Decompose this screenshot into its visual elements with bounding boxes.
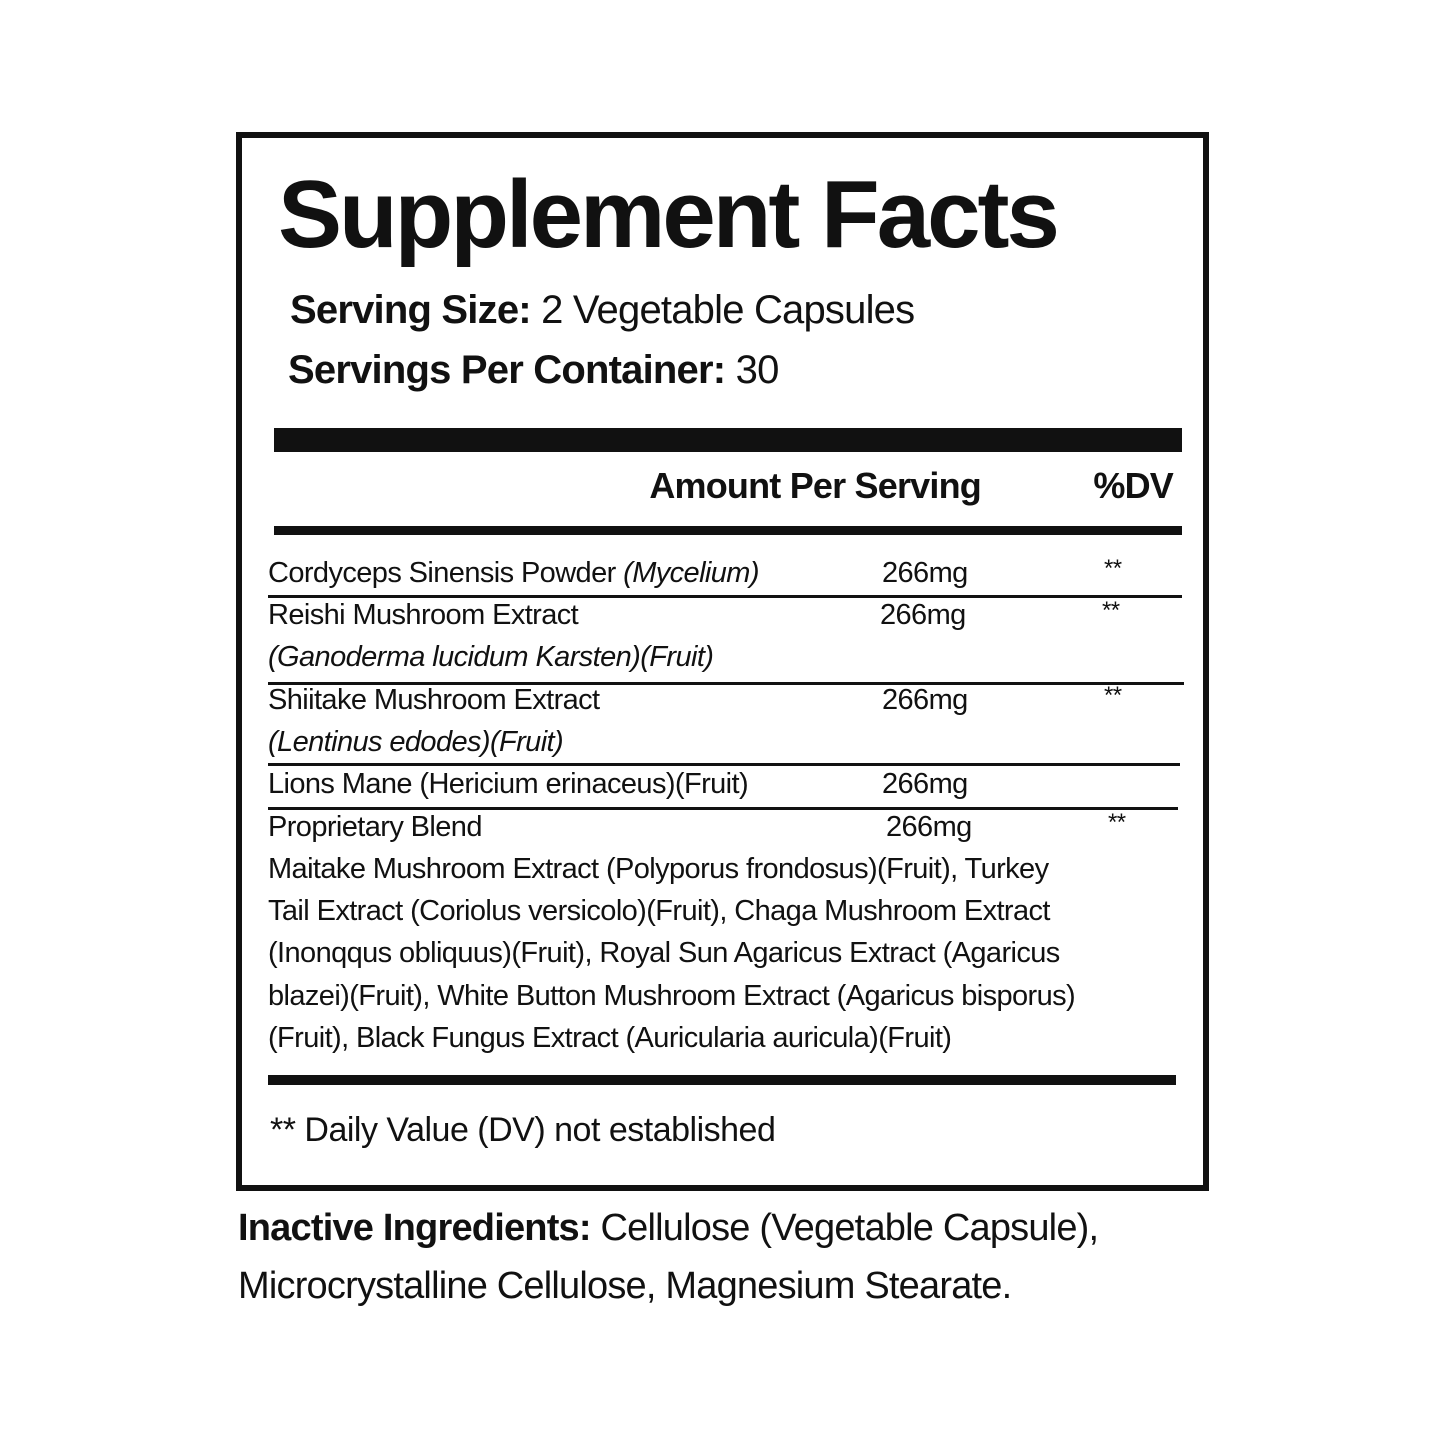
ingredient-name: Lions Mane (Hericium erinaceus)(Fruit): [268, 768, 749, 800]
ingredient-dv: **: [1104, 682, 1122, 709]
serving-size: Serving Size: 2 Vegetable Capsules: [290, 288, 915, 332]
inactive-ingredients-line2: Microcrystalline Cellulose, Magnesium St…: [238, 1265, 1012, 1307]
amount-per-serving-header: Amount Per Serving: [649, 465, 981, 506]
ingredient-dv: **: [1108, 809, 1126, 836]
ingredient-name: Shiitake Mushroom Extract: [268, 684, 600, 716]
ingredient-dv: **: [1102, 597, 1120, 624]
ingredient-dv: **: [1104, 555, 1122, 582]
row-divider: [268, 807, 1178, 810]
row-divider: [268, 595, 1182, 598]
supplement-facts-panel: [236, 132, 1209, 1191]
ingredient-amount: 266mg: [880, 599, 966, 631]
ingredient-amount: 266mg: [882, 768, 968, 800]
row-divider: [268, 763, 1180, 766]
ingredient-note: (Lentinus edodes)(Fruit): [268, 726, 564, 758]
bottom-divider: [268, 1075, 1176, 1085]
ingredient-name: Reishi Mushroom Extract: [268, 599, 579, 631]
row-divider: [268, 682, 1184, 685]
ingredient-amount: 266mg: [882, 684, 968, 716]
servings-per-container: Servings Per Container: 30: [288, 348, 779, 392]
header-divider: [274, 526, 1182, 535]
ingredient-note: (Ganoderma lucidum Karsten)(Fruit): [268, 641, 714, 673]
ingredient-name: Proprietary Blend: [268, 811, 482, 843]
dv-header: %DV: [1093, 465, 1173, 506]
ingredient-amount: 266mg: [886, 811, 972, 843]
panel-title: Supplement Facts: [278, 161, 1060, 268]
ingredient-amount: 266mg: [882, 557, 968, 589]
inactive-ingredients: Inactive Ingredients: Cellulose (Vegetab…: [238, 1207, 1099, 1249]
footnote: ** Daily Value (DV) not established: [270, 1111, 776, 1149]
thick-divider: [274, 428, 1182, 452]
ingredient-name: Cordyceps Sinensis Powder (Mycelium): [268, 557, 760, 589]
